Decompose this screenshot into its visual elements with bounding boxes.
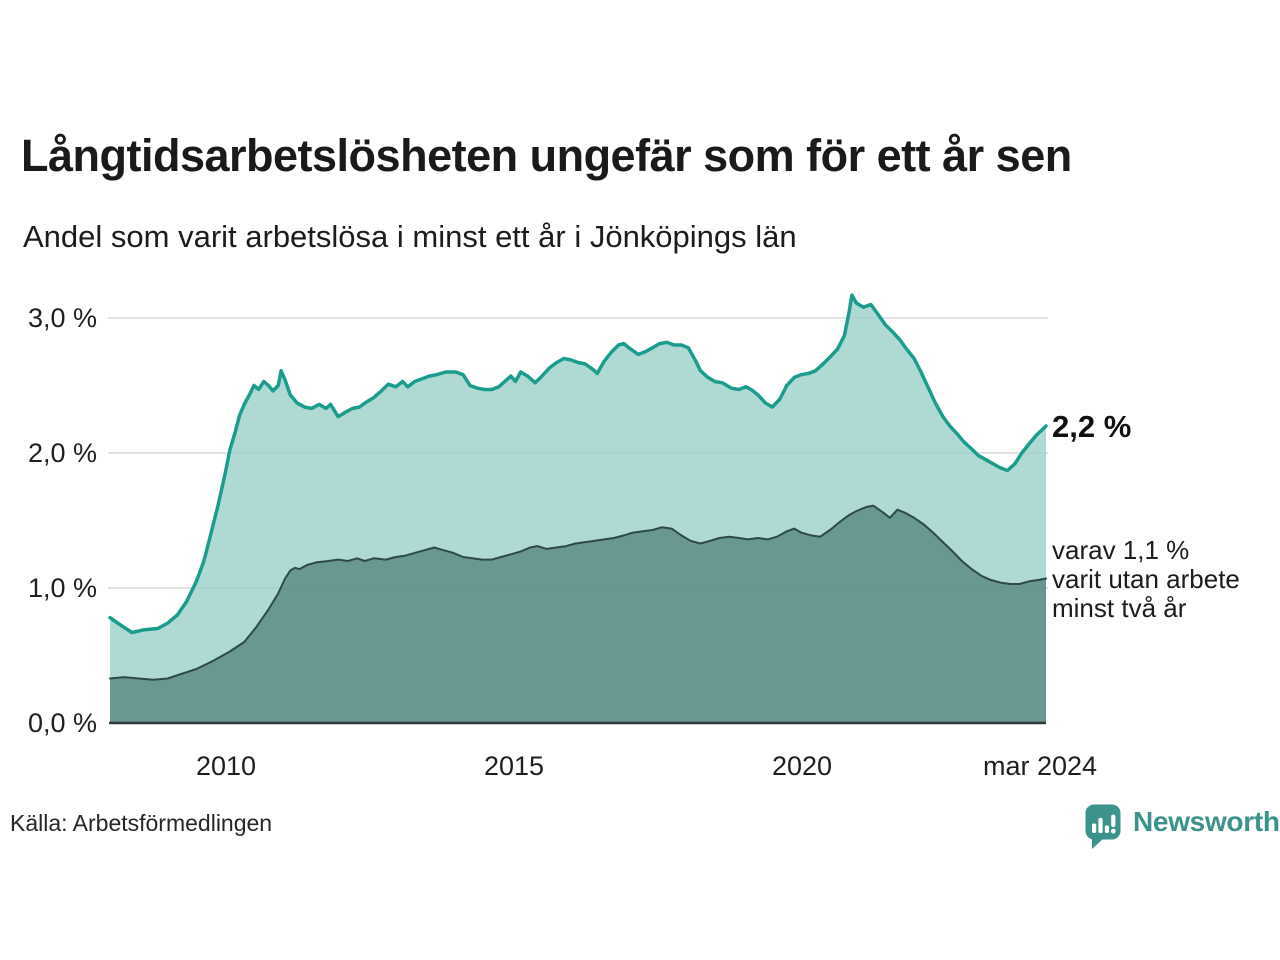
x-axis-tick: 2020 (771, 751, 833, 781)
x-axis-tick: 2010 (195, 751, 257, 781)
y-axis-tick: 3,0 % (27, 303, 97, 333)
y-axis-tick: 0,0 % (27, 708, 97, 738)
chart-title: Långtidsarbetslösheten ungefär som för e… (21, 130, 1072, 181)
annotation-latest-total: 2,2 % (1052, 409, 1132, 444)
series-twoyear-area (110, 505, 1046, 723)
series-twoyear-line (109, 504, 1047, 681)
chart-subtitle: Andel som varit arbetslösa i minst ett å… (23, 219, 797, 254)
brand-logo: Newsworthy (1084, 803, 1280, 851)
newsworthy-icon (1085, 804, 1121, 849)
series-total-line (108, 293, 1048, 635)
brand-name: Newsworthy (1133, 806, 1280, 837)
x-axis-tick: 2015 (483, 751, 545, 781)
source-note: Källa: Arbetsförmedlingen (10, 810, 273, 836)
annotation-latest-two-year: varav 1,1 % varit utan arbete minst två … (1052, 535, 1240, 623)
y-axis-tick: 2,0 % (27, 438, 97, 468)
x-axis-tick: mar 2024 (982, 751, 1098, 781)
y-axis-tick: 1,0 % (27, 573, 97, 603)
